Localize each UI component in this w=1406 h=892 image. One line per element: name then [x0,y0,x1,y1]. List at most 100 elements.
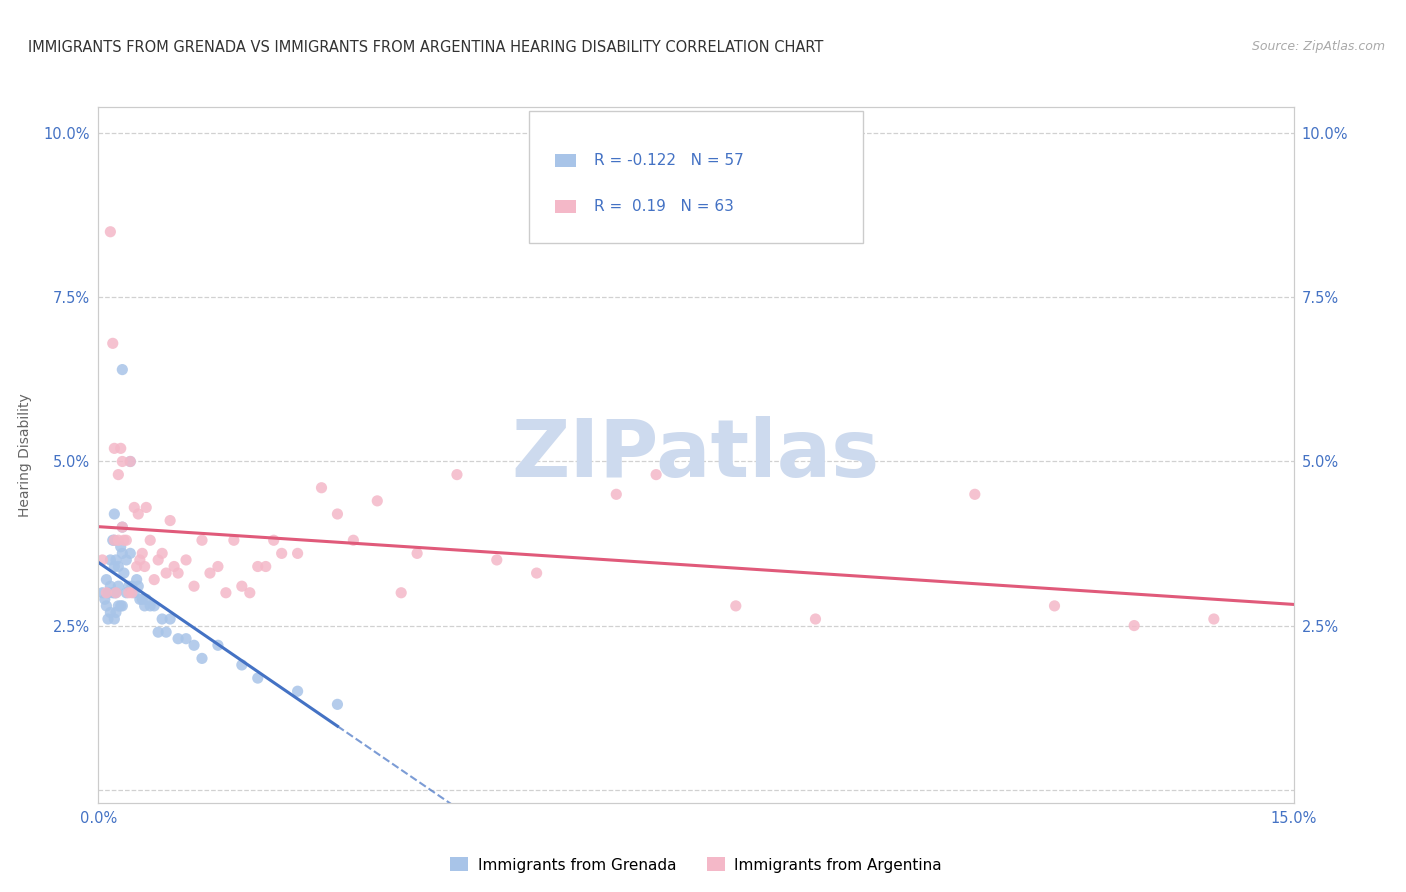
Point [94,592,117,607]
Point [107,533,129,548]
Point [96,586,118,600]
Point [101,586,124,600]
Point [96,599,118,613]
Point [111,362,134,376]
Point [98,579,122,593]
Point [110,540,132,554]
Point [107,467,129,482]
Point [246,559,269,574]
Text: ZIPatlas: ZIPatlas [512,416,880,494]
Point [143,573,166,587]
Point [526,566,548,580]
Point [485,553,508,567]
Point [125,559,148,574]
Point [207,638,229,652]
Point [101,533,124,548]
Point [174,632,197,646]
Point [97,586,120,600]
FancyBboxPatch shape [555,201,576,213]
Point [167,632,190,646]
Point [120,454,142,468]
Point [191,533,214,548]
Point [1043,599,1066,613]
Point [111,546,134,560]
Point [98,225,122,239]
Point [207,559,229,574]
Point [155,566,177,580]
Point [148,553,170,567]
Point [645,467,668,482]
Point [1202,612,1225,626]
Point [131,592,153,607]
Point [239,586,262,600]
Point [96,573,118,587]
Point [148,625,170,640]
Point [121,586,143,600]
Point [104,553,127,567]
Point [143,599,166,613]
Point [111,520,134,534]
Point [127,507,149,521]
Point [366,494,388,508]
Point [103,533,125,548]
Point [115,586,138,600]
Point [246,671,269,685]
FancyBboxPatch shape [555,154,576,167]
Point [110,442,132,456]
Point [139,599,162,613]
Text: R = -0.122   N = 57: R = -0.122 N = 57 [595,153,744,168]
Point [110,599,132,613]
Point [103,559,125,574]
Point [98,553,122,567]
Point [406,546,429,560]
Point [159,612,181,626]
Point [139,533,162,548]
Point [342,533,364,548]
Point [191,651,214,665]
Point [112,533,135,548]
Point [198,566,221,580]
Point [605,487,627,501]
Point [159,514,181,528]
Point [270,546,292,560]
Point [150,546,173,560]
Point [174,553,197,567]
Point [104,606,127,620]
Point [112,566,135,580]
Point [103,507,125,521]
Point [183,638,205,652]
Point [150,612,173,626]
Point [724,599,747,613]
Point [134,559,156,574]
Point [263,533,285,548]
Point [287,546,309,560]
Text: Source: ZipAtlas.com: Source: ZipAtlas.com [1251,40,1385,54]
Point [231,657,253,672]
Point [111,599,134,613]
Point [254,559,277,574]
Point [118,579,141,593]
Text: IMMIGRANTS FROM GRENADA VS IMMIGRANTS FROM ARGENTINA HEARING DISABILITY CORRELAT: IMMIGRANTS FROM GRENADA VS IMMIGRANTS FR… [28,40,824,55]
Point [389,586,412,600]
Point [98,606,122,620]
Point [104,586,127,600]
Y-axis label: Hearing Disability: Hearing Disability [18,393,32,516]
Point [134,599,156,613]
Point [1123,618,1146,632]
Point [101,336,124,351]
Point [124,500,146,515]
Point [107,579,129,593]
Point [103,586,125,600]
Point [128,553,150,567]
Point [163,559,186,574]
Point [167,566,190,580]
Point [107,599,129,613]
Point [120,454,142,468]
Legend: Immigrants from Grenada, Immigrants from Argentina: Immigrants from Grenada, Immigrants from… [444,851,948,879]
Text: R =  0.19   N = 63: R = 0.19 N = 63 [595,199,734,214]
Point [135,592,157,607]
Point [111,454,134,468]
Point [127,579,149,593]
Point [104,586,127,600]
Point [125,573,148,587]
